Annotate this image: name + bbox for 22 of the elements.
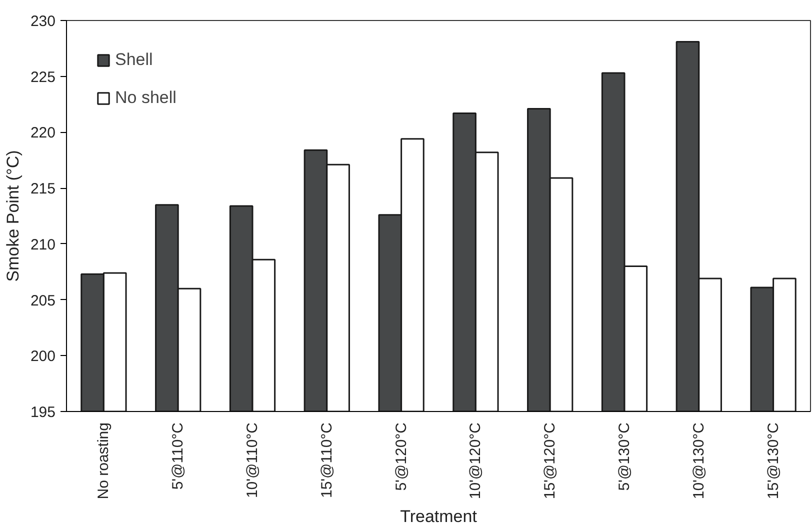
x-tick-label: 10'@130°C	[690, 422, 708, 500]
legend-label: Shell	[115, 50, 153, 70]
x-tick-label: 5'@130°C	[616, 422, 633, 491]
y-tick-label: 205	[30, 292, 56, 310]
y-tick-label: 230	[30, 13, 56, 30]
x-tick-label: 10'@110°C	[244, 422, 261, 498]
x-tick-label: No roasting	[95, 422, 112, 500]
x-tick-label: 5'@110°C	[170, 422, 187, 490]
y-tick-label: 200	[30, 348, 56, 366]
legend-label: No shell	[115, 88, 176, 108]
y-axis-title: Smoke Point (°C)	[3, 150, 22, 282]
y-tick-label: 195	[30, 404, 56, 421]
y-tick-label: 210	[30, 236, 56, 254]
x-tick-label: 15'@120°C	[542, 422, 559, 500]
x-tick-label: 5'@120°C	[392, 422, 410, 491]
y-tick-label: 225	[30, 68, 56, 86]
y-tick-label: 220	[30, 124, 56, 142]
x-tick-label: 15'@110°C	[318, 422, 336, 498]
x-axis-title: Treatment	[400, 507, 478, 526]
x-tick-label: 10'@120°C	[467, 422, 484, 500]
y-tick-label: 215	[30, 180, 56, 198]
x-tick-label: 15'@130°C	[764, 422, 782, 500]
